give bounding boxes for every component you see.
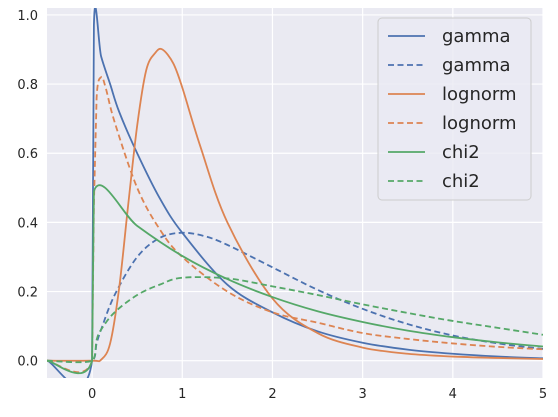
legend-label: gamma	[442, 55, 511, 76]
series-line-lognorm-solid	[47, 47, 543, 363]
legend-label: chi2	[442, 142, 480, 163]
y-tick-label: 0.2	[17, 286, 38, 301]
x-tick-label: 1	[178, 387, 186, 402]
x-tick-label: 3	[358, 387, 366, 402]
series-line-lognorm-dashed	[47, 75, 543, 374]
x-tick-label: 4	[449, 387, 457, 402]
legend-label: gamma	[442, 26, 511, 47]
series-line-chi2-dashed	[47, 276, 543, 364]
y-tick-label: 1.0	[17, 9, 38, 24]
legend-box	[377, 17, 532, 201]
legend-label: lognorm	[442, 113, 516, 134]
series-line-gamma-solid	[47, 8, 543, 378]
y-tick-label: 0.4	[17, 216, 38, 231]
y-tick-label: 0.0	[17, 355, 38, 370]
legend-label: chi2	[442, 171, 480, 192]
legend-label: lognorm	[442, 84, 516, 105]
x-tick-label: 2	[268, 387, 276, 402]
x-tick-label: 0	[88, 387, 96, 402]
series-line-chi2-solid	[47, 184, 543, 375]
y-tick-label: 0.6	[17, 147, 38, 162]
x-tick-label: 5	[539, 387, 547, 402]
y-tick-label: 0.8	[17, 78, 38, 93]
series-group	[47, 8, 543, 378]
series-line-gamma-dashed	[47, 231, 543, 363]
